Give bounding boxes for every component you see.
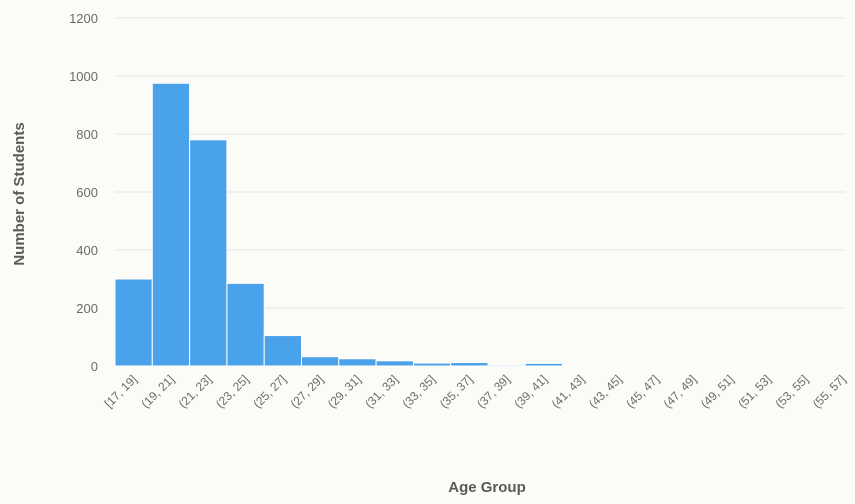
y-tick-label: 400 — [76, 243, 98, 258]
x-tick-label: (51, 53] — [735, 372, 774, 411]
y-axis-title: Number of Students — [11, 122, 28, 265]
bar — [562, 364, 601, 367]
bar — [524, 362, 564, 367]
y-tick-label: 0 — [91, 359, 98, 374]
y-tick-label: 200 — [76, 301, 98, 316]
x-tick-label: (47, 49] — [661, 372, 700, 411]
x-tick-label: (33, 35] — [399, 372, 438, 411]
bar — [487, 364, 526, 367]
bar — [338, 358, 377, 367]
x-tick-label: (21, 23] — [176, 372, 215, 411]
x-tick-label: [17, 19] — [102, 372, 140, 410]
bar — [114, 278, 153, 367]
y-axis-ticks: 0 200 400 600 800 1000 1200 — [69, 11, 98, 374]
x-tick-label: (31, 33] — [362, 372, 401, 411]
x-tick-label: (55, 57] — [810, 372, 849, 411]
x-axis-ticks: [17, 19](19, 21](21, 23](23, 25](25, 27]… — [102, 372, 849, 411]
bar — [301, 356, 340, 367]
bar — [263, 335, 303, 367]
x-tick-label: (39, 41] — [511, 372, 550, 411]
x-tick-label: (19, 21] — [138, 372, 177, 411]
x-tick-label: (37, 39] — [474, 372, 513, 411]
bar — [450, 362, 489, 367]
x-tick-label: (27, 29] — [288, 372, 327, 411]
x-axis-title: Age Group — [448, 479, 526, 496]
x-tick-label: (49, 51] — [698, 372, 737, 411]
bar — [151, 82, 191, 367]
bars — [114, 82, 855, 367]
bar — [226, 282, 265, 367]
x-tick-label: (53, 55] — [772, 372, 811, 411]
x-tick-label: (29, 31] — [325, 372, 364, 411]
x-tick-label: (41, 43] — [549, 372, 588, 411]
x-tick-label: (35, 37] — [437, 372, 476, 411]
x-tick-label: (45, 47] — [623, 372, 662, 411]
bar — [412, 362, 452, 367]
bar — [375, 360, 414, 367]
y-tick-label: 1200 — [69, 11, 98, 26]
x-tick-label: (23, 25] — [213, 372, 252, 411]
y-tick-label: 800 — [76, 127, 98, 142]
x-tick-label: (25, 27] — [250, 372, 289, 411]
bar — [189, 139, 228, 367]
y-tick-label: 600 — [76, 185, 98, 200]
x-tick-label: (43, 45] — [586, 372, 625, 411]
y-tick-label: 1000 — [69, 69, 98, 84]
bar — [599, 364, 638, 367]
